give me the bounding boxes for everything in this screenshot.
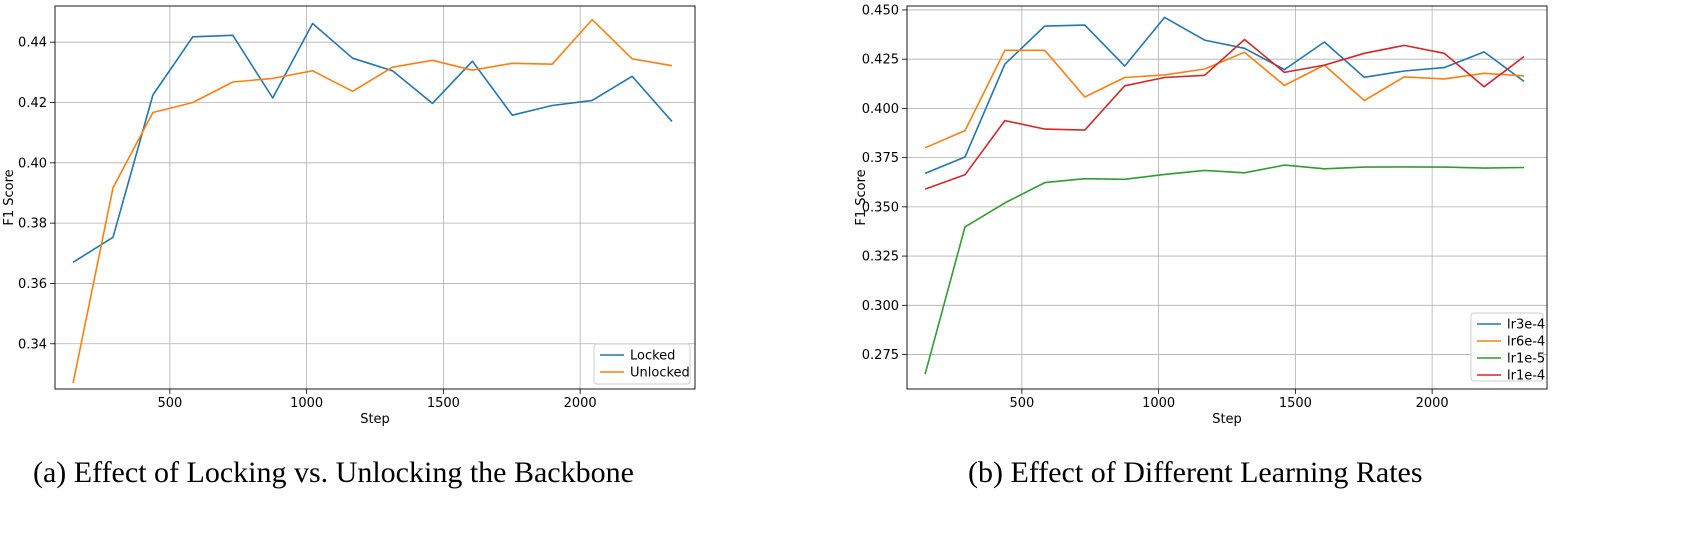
y-tick-label: 0.350 xyxy=(862,200,899,215)
y-tick-label: 0.38 xyxy=(18,217,47,232)
series-line-lr6e-4 xyxy=(924,49,1525,149)
y-tick-label: 0.450 xyxy=(862,3,899,18)
plot-frame xyxy=(906,5,1548,390)
series-line-lr1e-4 xyxy=(924,38,1525,190)
legend-label-lr1e-4: lr1e-4 xyxy=(1507,369,1545,384)
legend-label-lr6e-4: lr6e-4 xyxy=(1507,335,1545,350)
x-tick-label: 2000 xyxy=(564,396,597,411)
legend-box xyxy=(1470,312,1544,382)
chart-locking-vs-unlocking: 500 1000 1500 2000 0.34 0.36 0.38 0.40 0.42 0.44 S… xyxy=(2,5,696,427)
legend-label-lr3e-4: lr3e-4 xyxy=(1507,318,1545,333)
y-tick-label: 0.375 xyxy=(862,151,899,166)
x-tick-label: 1500 xyxy=(427,396,460,411)
series-line-unlocked xyxy=(72,18,673,384)
x-axis-label: Step xyxy=(360,412,390,427)
y-axis-label: F1 Score xyxy=(2,169,17,225)
series-line-lr3e-4 xyxy=(924,16,1525,175)
y-tick-label: 0.36 xyxy=(18,277,47,292)
y-tick-label: 0.40 xyxy=(18,156,47,171)
x-tick-label: 1000 xyxy=(290,396,323,411)
y-tick-label: 0.42 xyxy=(18,96,47,111)
legend-box xyxy=(593,343,691,385)
y-tick-label: 0.400 xyxy=(862,102,899,117)
x-tick-label: 1000 xyxy=(1142,396,1175,411)
x-tick-label: 500 xyxy=(157,396,182,411)
y-tick-label: 0.425 xyxy=(862,53,899,68)
y-tick-label: 0.44 xyxy=(18,36,47,51)
y-tick-label: 0.275 xyxy=(862,348,899,363)
caption-a: (a) Effect of Locking vs. Unlocking the … xyxy=(33,456,634,489)
y-tick-label: 0.34 xyxy=(18,337,47,352)
caption-b: (b) Effect of Different Learning Rates xyxy=(968,456,1423,489)
plot-frame xyxy=(54,5,696,390)
y-tick-label: 0.325 xyxy=(862,250,899,265)
series-line-locked xyxy=(72,22,673,263)
legend-label-lr1e-5: lr1e-5 xyxy=(1507,352,1545,367)
chart-learning-rates: 500 1000 1500 2000 0.275 0.300 0.325 0.350 0.375… xyxy=(854,3,1548,427)
legend-label-locked: Locked xyxy=(630,349,675,364)
series-line-lr1e-5 xyxy=(924,164,1525,375)
y-axis-label: F1 Score xyxy=(854,169,869,225)
y-tick-label: 0.300 xyxy=(862,299,899,314)
legend-label-unlocked: Unlocked xyxy=(630,366,690,381)
x-tick-label: 2000 xyxy=(1416,396,1449,411)
x-tick-label: 1500 xyxy=(1279,396,1312,411)
x-tick-label: 500 xyxy=(1009,396,1034,411)
x-axis-label: Step xyxy=(1212,412,1242,427)
